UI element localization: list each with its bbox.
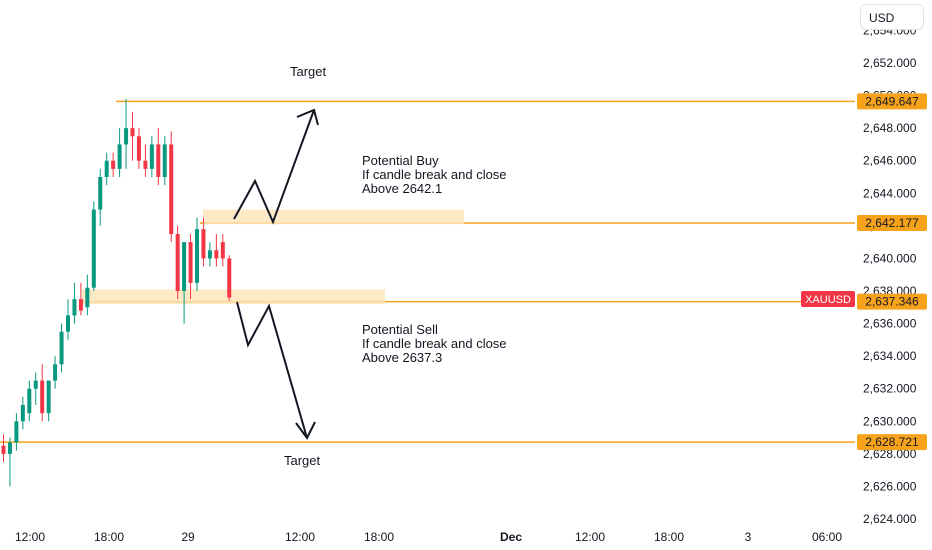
buy-note-line-1: Potential Buy [362,153,439,168]
candle-body [27,388,32,414]
y-tick-label: 2,628.000 [863,447,917,461]
candle-body [195,229,199,283]
y-tick-label: 2,652.000 [863,56,917,70]
candle-body [130,128,135,137]
x-tick-label: 12:00 [575,530,605,544]
candle-body [227,258,232,298]
y-tick-label: 2,632.000 [863,382,917,396]
y-tick-label: 2,630.000 [863,414,917,428]
target-bottom-label: Target [284,453,321,468]
x-tick-label: 12:00 [285,530,315,544]
currency-label: USD [869,11,895,25]
candle-body [111,160,116,169]
x-tick-label: 12:00 [15,530,45,544]
candle-body [169,144,174,234]
y-tick-label: 2,636.000 [863,317,917,331]
price-level-badge-label: 2,628.721 [865,435,919,449]
candle-body [78,299,83,311]
x-tick-label: 18:00 [94,530,124,544]
x-tick-label: 18:00 [364,530,394,544]
y-tick-label: 2,640.000 [863,251,917,265]
x-tick-label: 3 [745,530,752,544]
candle-body [201,229,206,259]
x-tick-label: 18:00 [654,530,684,544]
candle-body [91,209,96,288]
candle-body [72,299,77,316]
x-tick-label: 06:00 [812,530,842,544]
price-level-badge-label: 2,637.346 [865,295,919,309]
sell-note-line-2: If candle break and close [362,336,507,351]
candle-body [104,160,109,177]
y-tick-label: 2,626.000 [863,479,917,493]
buy-note-line-2: If candle break and close [362,167,507,182]
candle-body [182,242,187,291]
price-level-badge-label: 2,649.647 [865,94,919,108]
price-level-badge [857,293,927,310]
candle-body [175,234,180,291]
candle-body [53,364,58,381]
candle-body [136,136,141,161]
candle-body [40,380,45,414]
candle-body [162,144,167,177]
symbol-badge-label: XAUUSD [805,294,851,306]
candle-body [33,380,38,389]
y-tick-label: 2,648.000 [863,121,917,135]
x-tick-label: 29 [181,530,195,544]
currency-selector[interactable]: USD [860,4,924,30]
target-top-label: Target [290,64,327,79]
zone-band [82,289,385,305]
candles-layer [1,98,232,487]
candle-body [14,421,19,443]
candle-body [98,177,103,210]
y-tick-label: 2,624.000 [863,512,917,526]
sell-note-line-1: Potential Sell [362,322,438,337]
candle-body [20,405,25,422]
candle-body [143,160,148,169]
buy-arrowhead [296,108,319,126]
buy-note-line-3: Above 2642.1 [362,181,442,196]
time-axis[interactable]: 12:00 18:00 29 12:00 18:00 Dec 12:00 18:00 3 06:0… [15,530,842,544]
sell-arrow-path [236,301,308,439]
candle-body [1,445,6,454]
zone-band [203,209,464,225]
candle-body [117,144,122,169]
candle-body [220,242,225,259]
candle-body [59,331,64,365]
candle-body [85,287,90,308]
candle-body [149,144,154,169]
price-badges-layer: 2,649.647 2,642.177 2,637.346 2,628.721 [857,93,927,451]
candle-body [188,242,193,283]
symbol-badge [801,291,855,307]
price-level-badge-label: 2,642.177 [865,216,919,230]
candle-body [7,442,12,454]
y-tick-label: 2,644.000 [863,186,917,200]
y-tick-label: 2,646.000 [863,154,917,168]
candle-body [207,250,212,259]
sell-arrowhead [295,421,316,440]
sell-note-line-3: Above 2637.3 [362,350,442,365]
candle-body [66,315,70,332]
candle-body [214,250,219,259]
y-tick-label: 2,634.000 [863,349,917,363]
candle-body [46,380,51,414]
price-level-badge [857,214,927,231]
candle-body [156,144,161,177]
price-level-badge [857,434,927,451]
x-tick-label: Dec [500,530,522,544]
candle-body [124,128,129,145]
buy-arrow-path [233,109,315,225]
price-level-badge [857,93,927,110]
